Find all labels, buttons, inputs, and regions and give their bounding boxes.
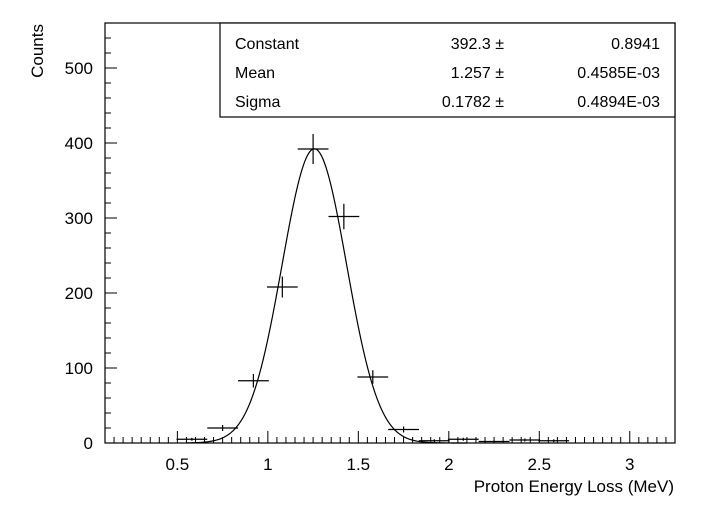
gaussian-fit-curve [186, 148, 467, 444]
data-point [357, 370, 389, 384]
stats-param-name: Mean [235, 65, 275, 82]
y-tick-label: 500 [65, 59, 93, 78]
x-tick-label: 3 [625, 455, 634, 474]
y-tick-label: 400 [65, 134, 93, 153]
x-tick-label: 1.5 [347, 455, 371, 474]
y-tick-label: 300 [65, 209, 93, 228]
y-tick-label: 200 [65, 284, 93, 303]
stats-param-error: 0.8941 [611, 36, 660, 53]
data-point [207, 425, 238, 431]
data-point [418, 439, 450, 443]
y-tick-label: 100 [65, 359, 93, 378]
y-tick-label: 0 [84, 434, 93, 453]
stats-param-value: 0.1782 ± [442, 94, 504, 111]
data-point [538, 439, 570, 443]
stats-box [219, 22, 676, 118]
data-point [238, 374, 269, 388]
stats-param-error: 0.4894E-03 [577, 94, 660, 111]
x-tick-label: 2.5 [527, 455, 551, 474]
x-tick-label: 2 [444, 455, 453, 474]
stats-param-name: Constant [235, 36, 300, 53]
x-axis-title: Proton Energy Loss (MeV) [474, 477, 674, 496]
data-point [478, 440, 510, 443]
y-axis-title: Counts [28, 24, 47, 78]
data-point [266, 276, 298, 298]
data-point [509, 438, 541, 442]
data-point [176, 437, 208, 441]
stats-param-value: 392.3 ± [451, 36, 504, 53]
data-point [297, 134, 329, 164]
x-tick-label: 1 [263, 455, 272, 474]
stats-param-value: 1.257 ± [451, 65, 504, 82]
stats-param-error: 0.4585E-03 [577, 65, 660, 82]
stats-param-name: Sigma [235, 94, 280, 111]
data-point [328, 203, 360, 230]
data-point [388, 426, 419, 433]
data-point [447, 437, 479, 441]
x-tick-label: 0.5 [166, 455, 190, 474]
